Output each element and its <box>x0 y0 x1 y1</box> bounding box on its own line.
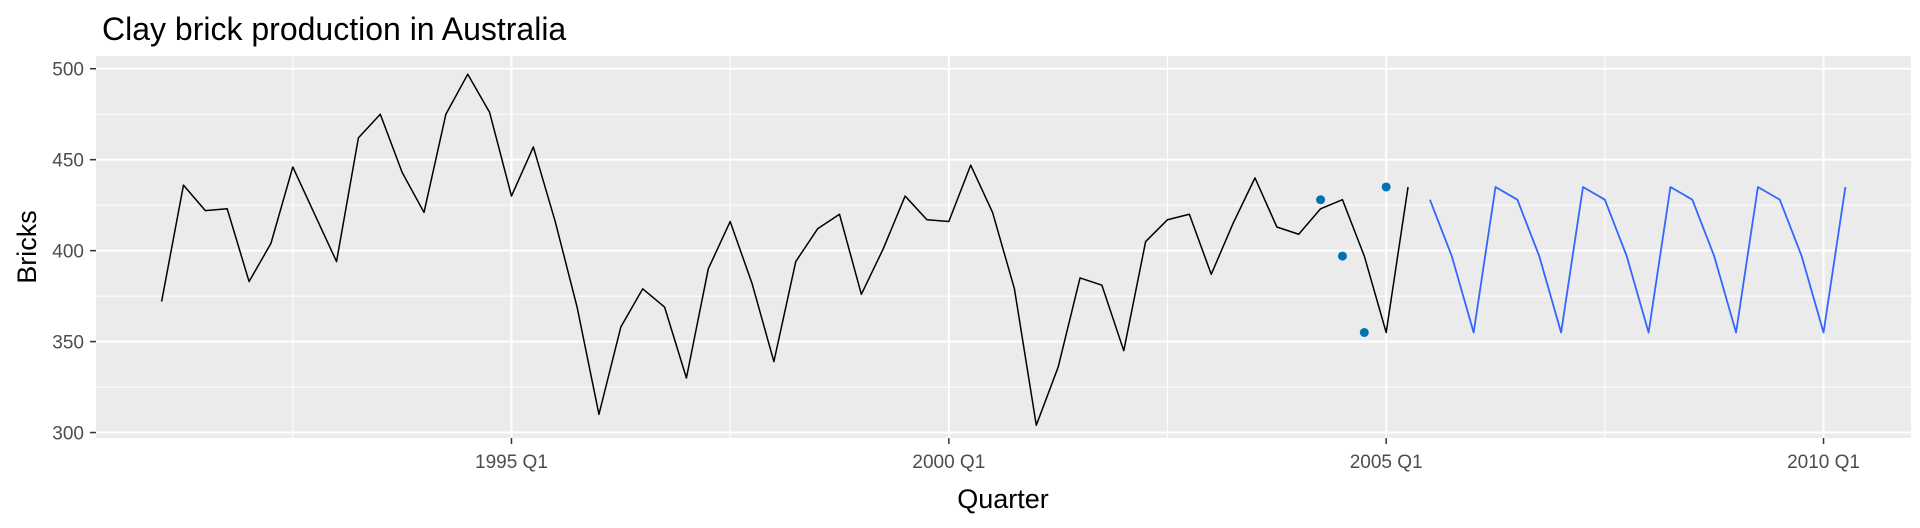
x-axis: 1995 Q1 2000 Q1 2005 Q1 2010 Q1 <box>475 438 1860 473</box>
data-point <box>1359 327 1369 337</box>
y-tick-label: 300 <box>52 424 84 445</box>
data-point <box>1316 195 1326 205</box>
y-tick-label: 400 <box>52 242 84 263</box>
forecast-line <box>1429 186 1847 334</box>
y-tick-label: 350 <box>52 333 84 354</box>
grid-minor <box>96 56 1911 438</box>
series-layer <box>160 73 1847 427</box>
y-tick-label: 500 <box>52 60 84 81</box>
y-axis: 300 350 400 450 500 <box>52 60 96 445</box>
y-tick-label: 450 <box>52 151 84 172</box>
x-tick-label: 1995 Q1 <box>475 452 548 473</box>
points-layer <box>1316 182 1391 337</box>
plot-panel <box>96 56 1911 438</box>
x-tick-label: 2000 Q1 <box>912 452 985 473</box>
chart-title: Clay brick production in Australia <box>102 11 566 47</box>
x-tick-label: 2010 Q1 <box>1787 452 1860 473</box>
data-point <box>1381 182 1391 192</box>
grid-major <box>96 56 1911 438</box>
data-point <box>1337 251 1347 261</box>
history-line <box>160 73 1409 427</box>
x-axis-title: Quarter <box>957 484 1049 514</box>
x-tick-label: 2005 Q1 <box>1350 452 1423 473</box>
y-axis-title: Bricks <box>12 210 42 284</box>
